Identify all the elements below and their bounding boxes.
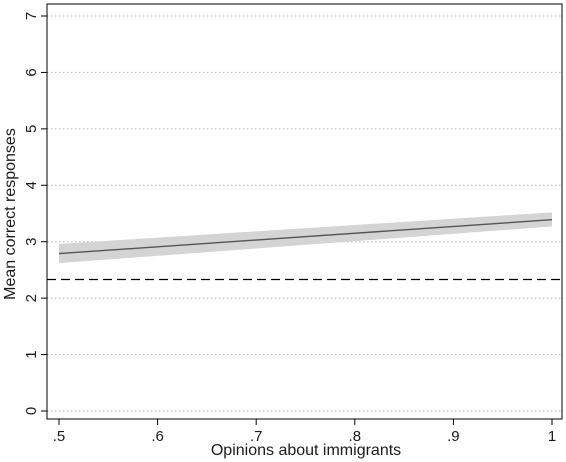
x-tick-label-2: .7 bbox=[250, 428, 263, 445]
x-axis-title: Opinions about immigrants bbox=[211, 442, 401, 459]
x-axis-ticks: .5 .6 .7 .8 .9 1 bbox=[53, 419, 556, 445]
x-tick-label-4: .9 bbox=[447, 428, 460, 445]
y-tick-label-0: 0 bbox=[23, 407, 40, 415]
y-tick-label-6: 6 bbox=[23, 68, 40, 76]
x-tick-label-5: 1 bbox=[548, 428, 556, 445]
y-tick-label-2: 2 bbox=[23, 294, 40, 302]
x-tick-label-0: .5 bbox=[53, 428, 66, 445]
y-tick-label-1: 1 bbox=[23, 350, 40, 358]
y-tick-label-7: 7 bbox=[23, 12, 40, 20]
grid-lines bbox=[47, 15, 562, 412]
y-tick-label-4: 4 bbox=[23, 181, 40, 189]
x-tick-label-3: .8 bbox=[349, 428, 362, 445]
fitted-line-layer bbox=[58, 219, 553, 255]
plot-frame bbox=[46, 3, 563, 420]
axes bbox=[46, 3, 563, 420]
y-axis-ticks: 0 1 2 3 4 5 6 7 bbox=[23, 12, 47, 415]
fitted-line-0 bbox=[58, 219, 553, 255]
confidence-band-layer bbox=[59, 212, 552, 264]
confidence-band-0 bbox=[59, 212, 552, 264]
x-tick-label-1: .6 bbox=[151, 428, 164, 445]
y-tick-label-3: 3 bbox=[23, 238, 40, 246]
y-axis-title: Mean correct responses bbox=[2, 128, 19, 300]
y-tick-label-5: 5 bbox=[23, 125, 40, 133]
